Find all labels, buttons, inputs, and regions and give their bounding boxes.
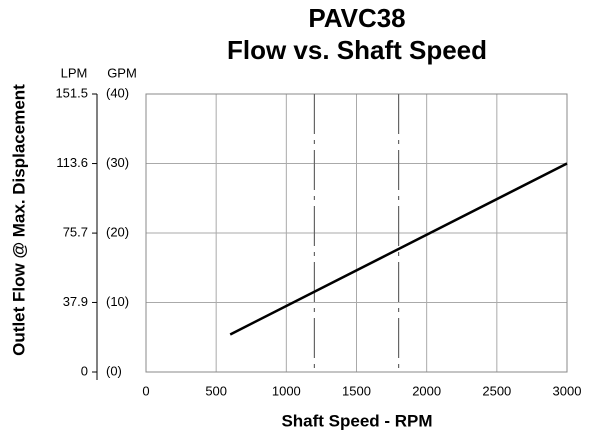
chart-subtitle: Flow vs. Shaft Speed: [227, 35, 487, 65]
plot-frame: [145, 93, 568, 373]
y2-tick-label: 37.9: [63, 294, 88, 309]
x-tick-label: 1500: [342, 383, 371, 398]
y-tick-label: (10): [106, 294, 129, 309]
x-tick-label: 2000: [412, 383, 441, 398]
x-tick-label: 0: [142, 383, 149, 398]
y-unit: GPM: [107, 65, 137, 80]
x-tick-label: 2500: [482, 383, 511, 398]
y2-unit: LPM: [61, 65, 88, 80]
y-tick-label: (20): [106, 224, 129, 239]
y2-tick-label: 75.7: [63, 225, 88, 240]
x-tick-label: 3000: [553, 383, 582, 398]
y-axis-title: Outlet Flow @ Max. Displacement: [9, 84, 28, 356]
data-line: [229, 162, 568, 336]
x-tick-label: 1000: [272, 383, 301, 398]
y2-tick-label: 0: [81, 363, 88, 378]
x-axis-title: Shaft Speed - RPM: [281, 411, 432, 430]
y2-tick-label: 113.6: [56, 155, 88, 170]
chart-title: PAVC38: [308, 3, 405, 33]
y-tick-label: (40): [106, 85, 129, 100]
y-tick-label: (0): [106, 363, 122, 378]
x-tick-label: 500: [205, 383, 227, 398]
y-tick-label: (30): [106, 155, 129, 170]
y2-tick-label: 151.5: [55, 85, 88, 100]
